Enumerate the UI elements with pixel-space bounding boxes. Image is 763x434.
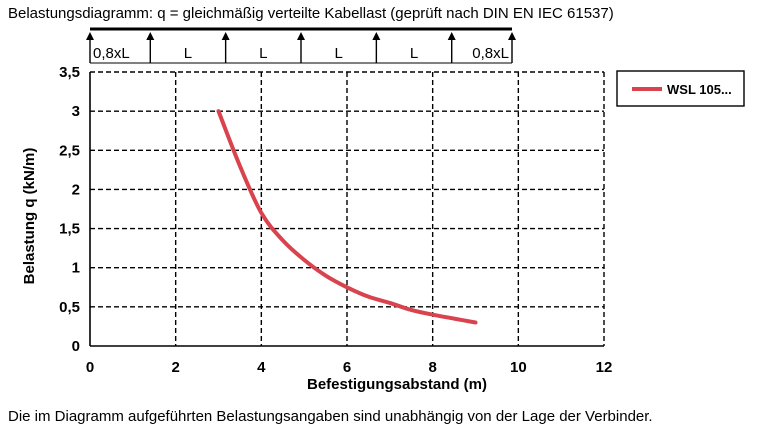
y-tick-label: 0 [72, 338, 80, 355]
y-tick-label: 1,5 [59, 221, 80, 238]
y-tick-label: 1 [72, 260, 80, 277]
x-tick-label: 6 [343, 359, 351, 376]
y-tick-label: 3 [72, 103, 80, 120]
beam-segment-label: L [335, 45, 343, 62]
legend-label: WSL 105... [667, 82, 732, 97]
beam-diagram: 0,8xL L L L L 0,8xL [86, 27, 516, 64]
x-tick-label: 10 [510, 359, 527, 376]
beam-segment-label: L [184, 45, 192, 62]
x-tick-labels: 0 2 4 6 8 10 12 [86, 359, 613, 376]
footnote: Die im Diagramm aufgeführten Belastungsa… [8, 408, 653, 425]
support-arrowhead [372, 32, 381, 40]
y-tick-label: 0,5 [59, 299, 80, 316]
beam-segment-label: 0,8xL [472, 45, 509, 62]
chart-title: Belastungsdiagramm: q = gleichmäßig vert… [8, 5, 614, 22]
x-tick-label: 4 [257, 359, 266, 376]
y-tick-label: 2 [72, 181, 80, 198]
x-tick-label: 2 [171, 359, 179, 376]
x-tick-label: 8 [428, 359, 436, 376]
x-axis-label: Befestigungsabstand (m) [307, 376, 487, 393]
y-tick-label: 3,5 [59, 64, 80, 81]
x-tick-label: 0 [86, 359, 94, 376]
x-tick-label: 12 [596, 359, 613, 376]
series-line-wsl-105 [216, 109, 478, 325]
beam-segment-label: L [259, 45, 267, 62]
y-tick-labels: 0 0,5 1 1,5 2 2,5 3 3,5 [59, 64, 80, 355]
chart-grid [89, 71, 605, 347]
support-arrowhead [447, 32, 456, 40]
y-tick-label: 2,5 [59, 142, 80, 159]
legend: WSL 105... [616, 70, 745, 107]
beam-segment-label: 0,8xL [93, 45, 130, 62]
beam-segment-label: L [410, 45, 418, 62]
support-arrowhead [297, 32, 305, 40]
y-axis-label: Belastung q (kN/m) [21, 148, 38, 285]
support-arrowhead [146, 32, 155, 40]
support-arrowhead [508, 32, 516, 40]
support-arrowhead [86, 32, 94, 40]
support-arrowhead [221, 32, 230, 40]
